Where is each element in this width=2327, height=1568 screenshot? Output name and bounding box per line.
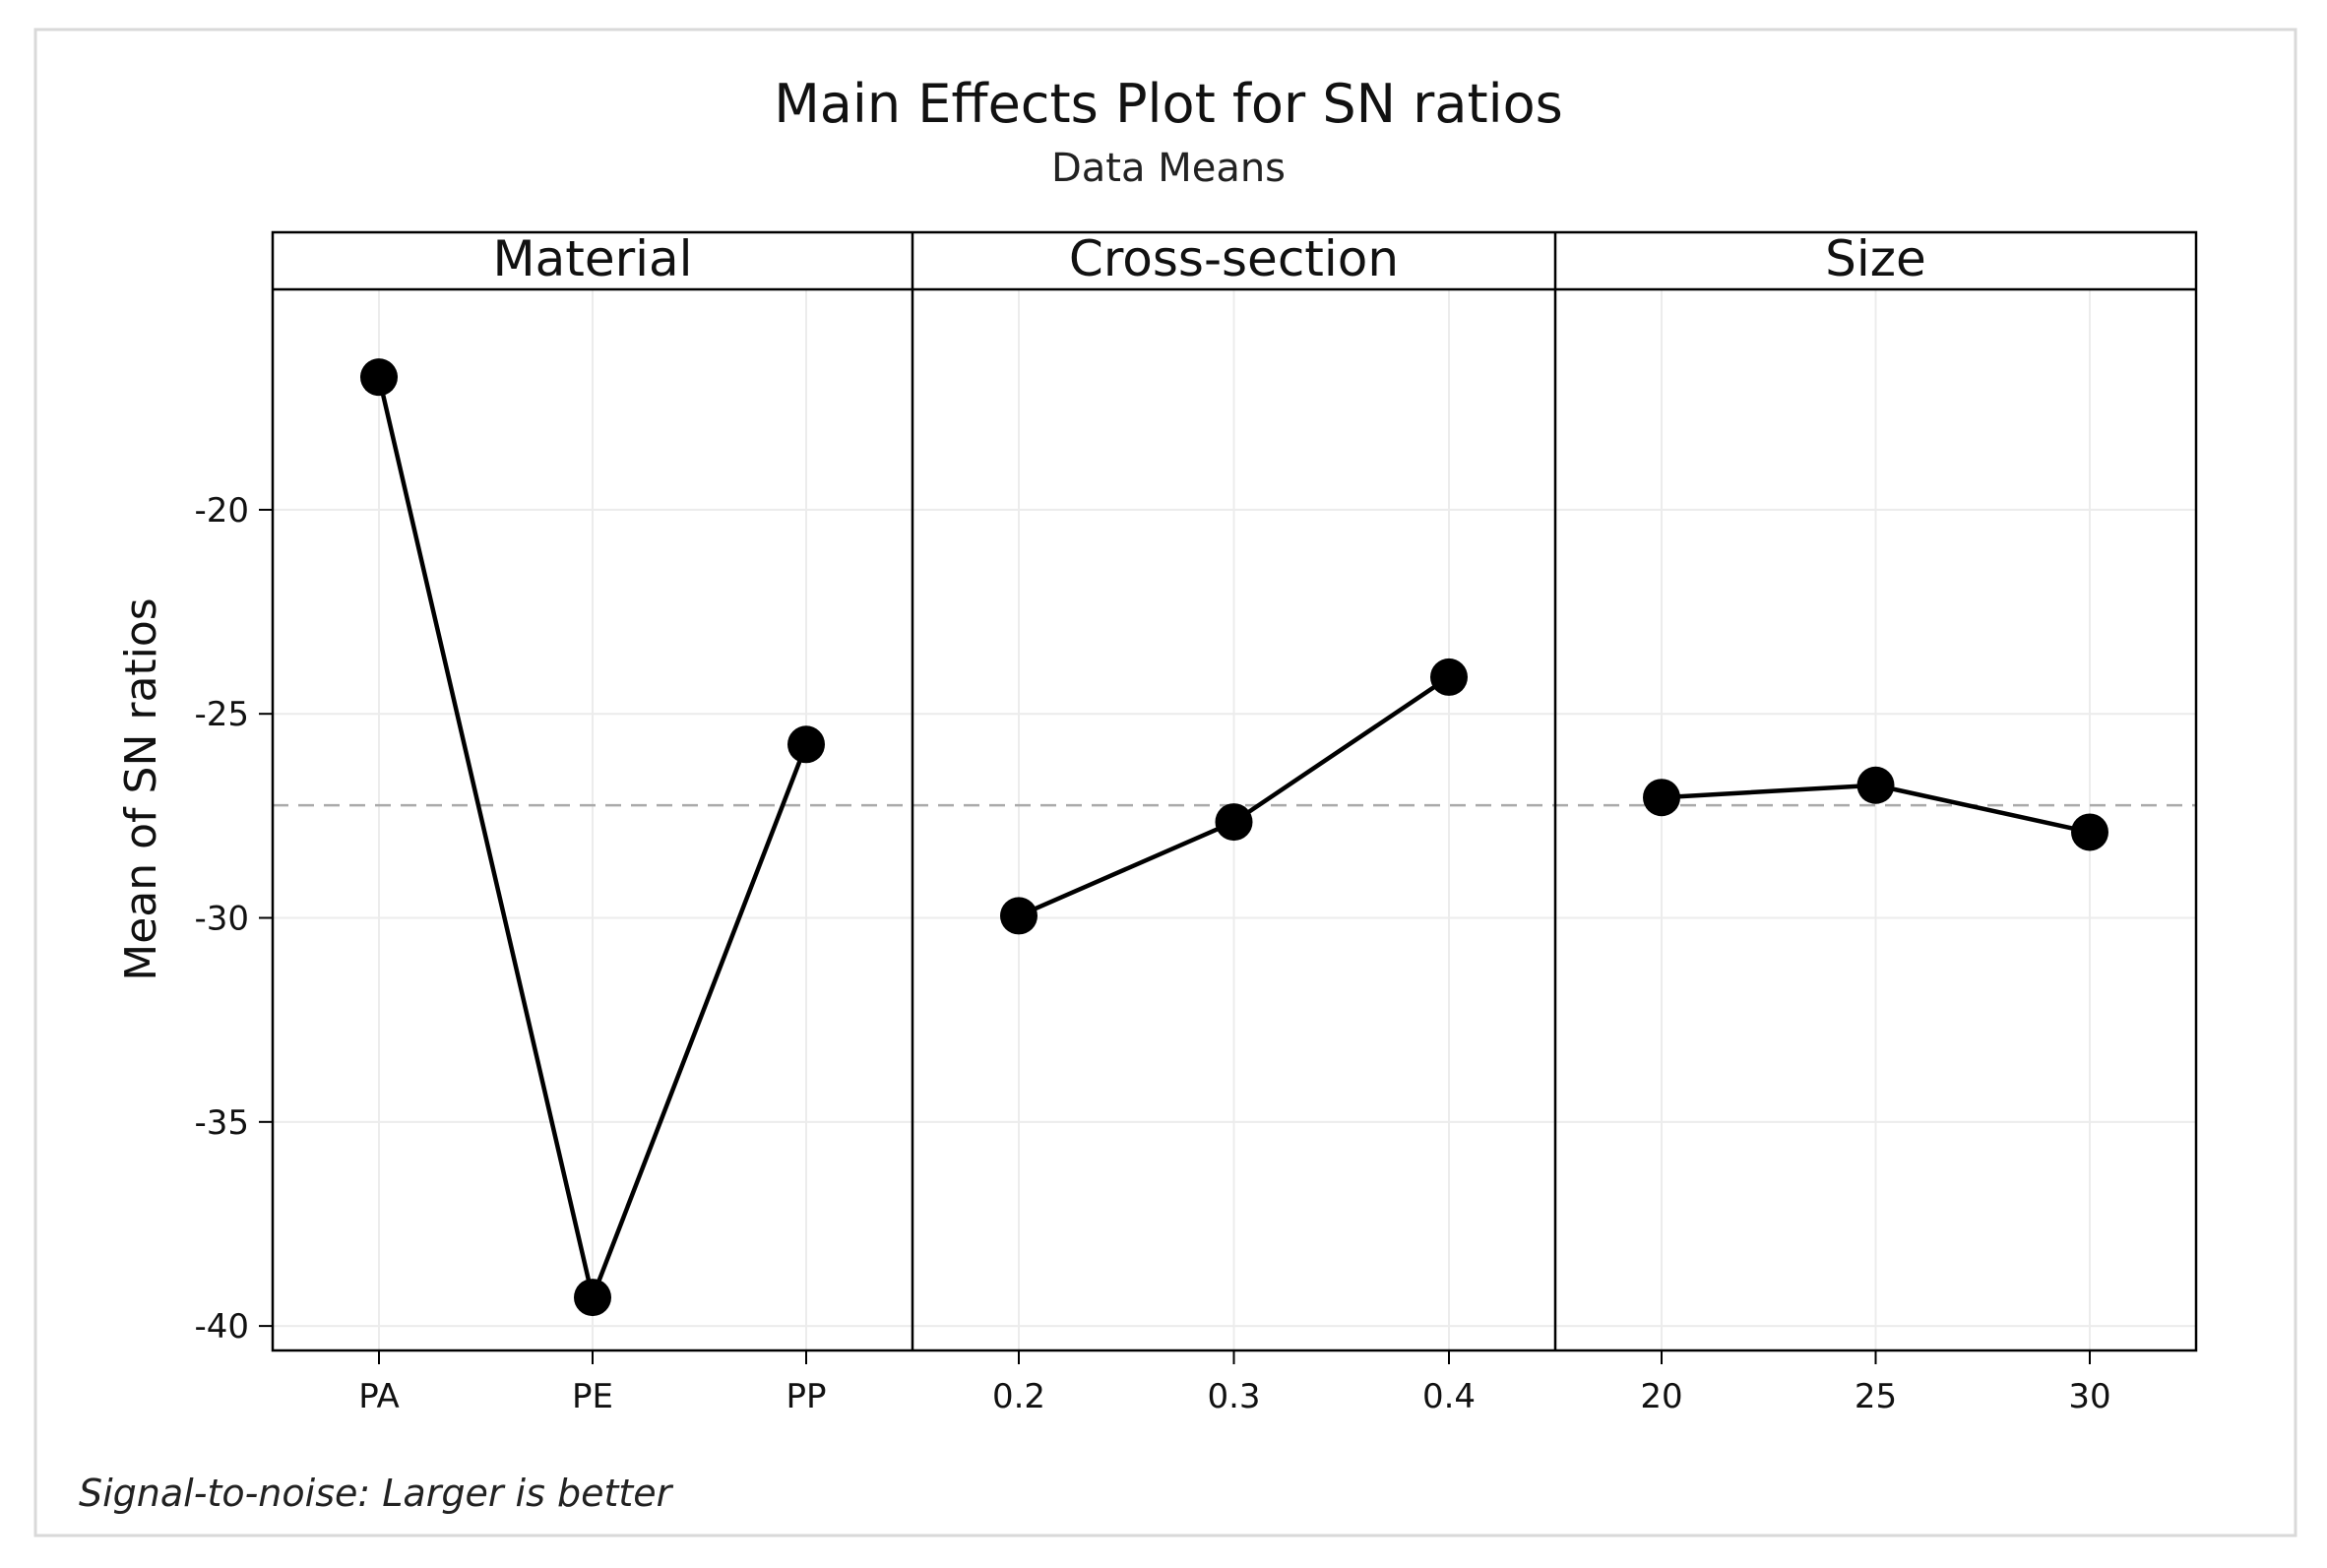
x-tick-label: 0.2	[992, 1377, 1045, 1416]
chart-title: Main Effects Plot for SN ratios	[774, 73, 1563, 135]
y-tick-label: -30	[194, 900, 249, 939]
label-layer: -20 -25 -30 -35 -40 PA PE PP Material 0.2 0.3 0.4 Cr…	[194, 230, 2110, 1416]
frame-layer	[259, 230, 2198, 1364]
data-point	[1215, 803, 1253, 842]
y-tick-label: -40	[194, 1307, 249, 1347]
data-point	[787, 725, 825, 764]
x-tick-label: PP	[786, 1377, 826, 1416]
panel-label: Size	[1825, 230, 1926, 287]
y-tick-label: -20	[194, 491, 249, 531]
x-tick-label: 30	[2068, 1377, 2110, 1416]
x-tick-label: 0.4	[1422, 1377, 1476, 1416]
x-tick-label: PA	[358, 1377, 400, 1416]
data-point	[1856, 766, 1895, 804]
x-tick-label: 20	[1640, 1377, 1682, 1416]
y-tick-label: -35	[194, 1103, 249, 1143]
data-point	[360, 358, 398, 397]
x-tick-label: 25	[1855, 1377, 1897, 1416]
panel-label: Cross-section	[1069, 230, 1399, 287]
figure-border	[33, 28, 2297, 1537]
panel-label: Material	[492, 230, 692, 287]
footnote: Signal-to-noise: Larger is better	[79, 1472, 674, 1515]
data-point	[2071, 813, 2108, 851]
series-layer	[360, 358, 2108, 1317]
data-point	[1000, 897, 1038, 935]
y-tick-label: -25	[194, 695, 249, 734]
data-point	[1430, 658, 1468, 696]
data-point	[574, 1279, 611, 1317]
x-tick-label: PE	[572, 1377, 613, 1416]
y-axis-label: Mean of SN ratios	[116, 597, 166, 980]
data-point	[1643, 779, 1680, 817]
x-tick-label: 0.3	[1207, 1377, 1260, 1416]
plot-frame	[271, 230, 2198, 1352]
chart-subtitle: Data Means	[1051, 146, 1286, 191]
